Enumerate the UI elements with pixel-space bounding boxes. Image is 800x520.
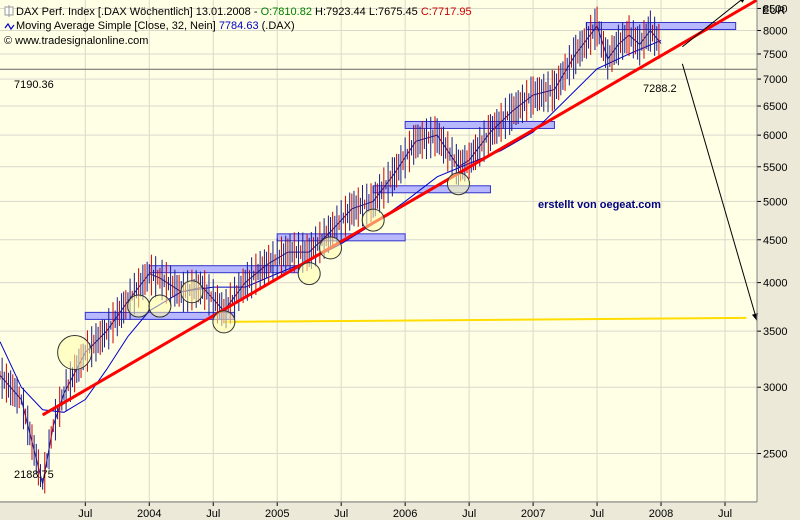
y-tick-label: 8000 [763,26,787,38]
projection-arrows [681,0,758,322]
x-tick-label: 2005 [265,508,289,520]
y-tick-label: 4000 [763,278,787,290]
x-tick-label: Jul [590,508,604,520]
marked-point-circle [297,262,321,286]
projection-arrow-head [740,0,745,3]
legend-high: H:7923.44 [315,6,366,18]
grid [0,0,757,502]
hline-high-label: 7190.36 [14,79,54,91]
y-tick-label: 5000 [763,196,787,208]
legend-low: L:7675.45 [369,6,418,18]
author-annotation: erstellt von oegeat.com [538,199,661,211]
y-tick-label: 7500 [763,49,787,61]
y-tick-label: 6500 [763,101,787,113]
legend-line2-label: Moving Average Simple [Close, 32, Nein] [16,20,216,32]
legend-line2-value: 7784.63 [219,20,259,32]
x-tick-label: Jul [334,508,348,520]
marked-points [57,172,470,371]
x-tick-label: 2004 [137,508,161,520]
marked-point-circle [57,335,93,371]
legend-line2-suffix: (.DAX) [262,20,295,32]
y-tick-label: 3500 [763,326,787,338]
plot-background [0,0,757,502]
x-tick-label: Jul [462,508,476,520]
projection-arrow-head [751,312,758,321]
legend-line2: Moving Average Simple [Close, 32, Nein] … [16,20,295,32]
legend-open: O:7810.82 [261,6,312,18]
x-tick-label: 2006 [393,508,417,520]
y-tick-label: 8500 [763,3,787,15]
legend-line3: © www.tradesignalonline.com [4,35,148,47]
marked-point-circle [127,294,151,318]
price-group [0,6,662,494]
y-axis: 2500 3000 3500 4000 4500 5000 5500 6000 6500 7000… [756,0,787,502]
x-tick-label: 2007 [521,508,545,520]
projection-arrow-line [682,0,742,48]
y-tick-label: 2500 [763,449,787,461]
legend-line1: DAX Perf. Index [.DAX Wöchentlich] 13.01… [16,6,472,18]
x-tick-label: Jul [206,508,220,520]
x-tick-label: 2008 [649,508,673,520]
y-tick-label: 4500 [763,235,787,247]
y-tick-label: 3000 [763,382,787,394]
legend-close: C:7717.95 [421,6,472,18]
marked-point-circle [180,280,204,304]
marked-point-circle [446,172,470,196]
legend: DAX Perf. Index [.DAX Wöchentlich] 13.01… [4,5,472,47]
legend-line1-prefix: DAX Perf. Index [.DAX Wöchentlich] 13.01… [16,6,261,18]
resistance-zone [148,265,300,274]
trend-value-label: 7288.2 [643,83,677,95]
projection-arrow-line [681,63,758,322]
y-axis-unit-label: EUR [762,5,785,17]
support-line [223,316,747,323]
hline-low-label: 2188.75 [14,469,54,481]
trendline-group [41,0,758,417]
y-tick-label: 6000 [763,130,787,142]
y-tick-label: 7000 [763,74,787,86]
x-tick-label: Jul [78,508,92,520]
marked-point-circle [319,236,343,260]
support-line-group [223,316,747,323]
x-tick-label: Jul [718,508,732,520]
marked-point-circle [148,294,172,318]
marked-point-circle [361,208,385,232]
x-axis: Jul 2004 Jul 2005 Jul 2006 Jul 2007 Jul 2008 Jul [0,501,757,520]
moving-average-icon [4,22,15,31]
marked-point-circle [212,310,236,334]
trendline [41,0,758,417]
y-tick-label: 5500 [763,162,787,174]
